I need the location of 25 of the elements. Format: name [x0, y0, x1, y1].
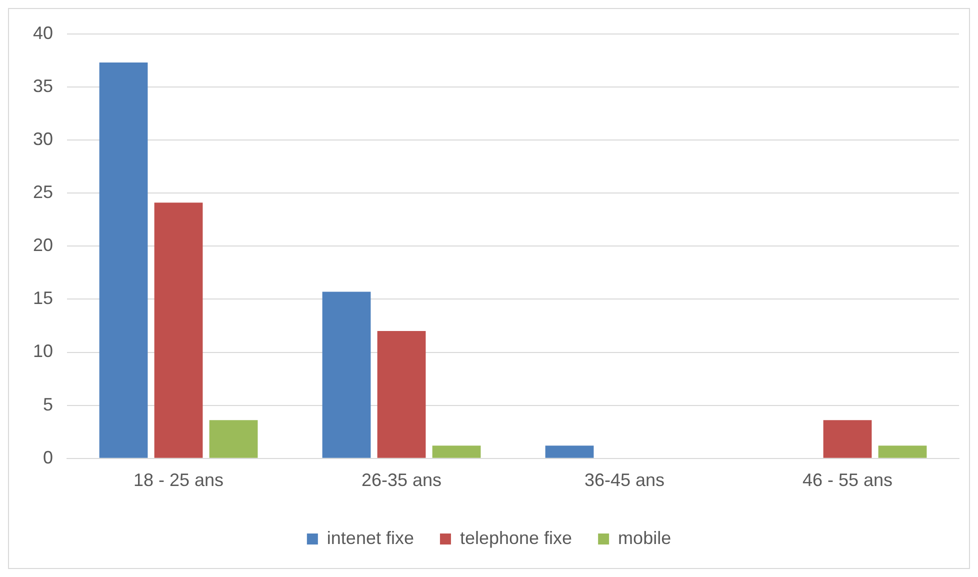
y-tick-label: 25 [32, 182, 54, 202]
y-tick-label: 15 [32, 288, 54, 308]
y-tick-label: 0 [43, 447, 54, 468]
y-tick-label: 40 [32, 22, 54, 43]
x-tick-label: 36-45 ans [584, 470, 665, 490]
bar [99, 62, 148, 458]
bar [322, 292, 371, 458]
bar [545, 446, 594, 458]
y-tick-label: 30 [32, 128, 54, 149]
bar [432, 446, 481, 458]
legend-label: telephone fixe [460, 528, 572, 548]
legend-label: mobile [618, 528, 672, 548]
x-tick-label: 46 - 55 ans [802, 470, 893, 490]
y-tick-label: 10 [32, 341, 54, 362]
bar [154, 202, 203, 458]
x-tick-label: 18 - 25 ans [133, 470, 224, 490]
y-tick-label: 5 [43, 394, 54, 414]
y-tick-label: 20 [32, 235, 54, 256]
legend-label: intenet fixe [326, 528, 414, 548]
bar [377, 331, 426, 458]
y-tick-label: 35 [32, 76, 54, 96]
bar [209, 420, 258, 458]
x-tick-label: 26-35 ans [361, 470, 442, 490]
bar [823, 420, 872, 458]
bar [878, 446, 927, 458]
